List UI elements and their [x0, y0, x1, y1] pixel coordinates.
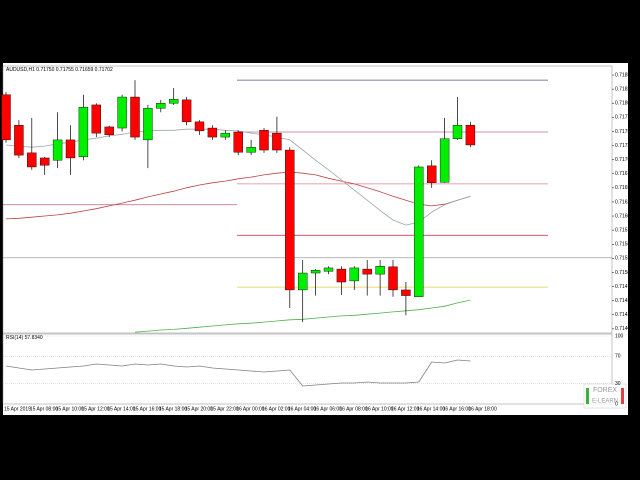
- x-tick-label: 16 Apr 00:00: [236, 406, 265, 412]
- candle-body: [65, 139, 76, 159]
- candle-body: [1, 94, 11, 141]
- x-tick-label: 15 Apr 2019: [4, 406, 31, 412]
- candle-body: [52, 139, 63, 161]
- candle-body: [259, 130, 269, 151]
- x-tick-label: 16 Apr 16:00: [443, 406, 472, 412]
- candle-body: [336, 268, 347, 283]
- x-tick-label: 16 Apr 14:00: [417, 406, 446, 412]
- candle-body: [27, 152, 37, 168]
- candle-body: [388, 266, 398, 291]
- y-tick-label: 0: [615, 401, 618, 407]
- y-tick-label: 30: [615, 381, 621, 387]
- x-tick-label: 15 Apr 10:00: [56, 406, 85, 412]
- plot: 0.71850 0.71825 0.71800 0.71775 0.71750 0.717…: [1, 72, 633, 412]
- candle-body: [104, 126, 114, 136]
- x-tick-label: 15 Apr 20:00: [185, 406, 214, 412]
- y-tick-label: 0.71425: [615, 312, 633, 318]
- candle-body: [117, 96, 127, 129]
- candle-body: [272, 132, 282, 151]
- candle-body: [298, 272, 308, 291]
- y-tick-label: 0.71750: [615, 129, 633, 135]
- x-tick-label: 15 Apr 18:00: [159, 406, 188, 412]
- x-tick-label: 15 Apr 22:00: [210, 406, 239, 412]
- candle-body: [375, 266, 385, 275]
- y-tick-label: 0.71400: [615, 326, 633, 332]
- y-tick-label: 0.71825: [615, 86, 633, 92]
- candle-body: [452, 125, 463, 139]
- candle-body: [168, 99, 179, 104]
- candle-body: [285, 149, 295, 291]
- candle-body: [349, 267, 359, 282]
- candle-body: [40, 157, 50, 166]
- candle-body: [323, 267, 334, 272]
- y-tick-label: 0.71775: [615, 115, 633, 121]
- candle-body: [362, 268, 372, 275]
- x-tick-label: 16 Apr 18:00: [468, 406, 497, 412]
- candle-body: [246, 147, 256, 153]
- x-tick-label: 16 Apr 10:00: [365, 406, 394, 412]
- logo-text: FOREX: [593, 387, 617, 394]
- y-tick-label: 0.71500: [615, 270, 633, 276]
- y-tick-label: 0.71450: [615, 298, 633, 304]
- y-tick-label: 0.71525: [615, 256, 633, 262]
- candle-body: [439, 138, 450, 183]
- y-tick-label: 0.71650: [615, 185, 633, 191]
- y-tick-label: 0.71800: [615, 101, 633, 107]
- indicator-line: [5, 171, 471, 220]
- y-tick-label: 0.71725: [615, 143, 633, 149]
- main-pane: [2, 65, 613, 334]
- x-tick-label: 16 Apr 04:00: [288, 406, 317, 412]
- candle-body: [401, 289, 411, 296]
- y-tick-label: 0.71550: [615, 242, 633, 248]
- candle-body: [14, 125, 24, 156]
- y-tick-label: 0.71675: [615, 171, 633, 177]
- y-tick-label: 0.71600: [615, 213, 633, 219]
- candle-body: [207, 127, 218, 138]
- x-tick-label: 15 Apr 16:00: [133, 406, 162, 412]
- x-tick-label: 15 Apr 08:00: [30, 406, 59, 412]
- candle-body: [465, 125, 476, 146]
- logo-bar: [621, 388, 624, 404]
- candle-body: [143, 108, 153, 141]
- candle-body: [220, 132, 231, 138]
- y-tick-label: 0.71700: [615, 157, 633, 163]
- indicator-line: [5, 359, 471, 387]
- logo-bar: [586, 388, 589, 404]
- logo: FOREX E-LEARN: [583, 383, 627, 409]
- x-tick-label: 16 Apr 08:00: [339, 406, 368, 412]
- candle-body: [181, 99, 192, 123]
- y-tick-label: 70: [615, 354, 621, 360]
- candle-body: [427, 165, 437, 183]
- y-tick-label: 0.71625: [615, 199, 633, 205]
- candle-body: [78, 106, 89, 158]
- y-tick-label: 0.71575: [615, 227, 633, 233]
- chart-title: AUDUSD,H1 0.71750 0.71755 0.71659 0.7170…: [6, 67, 113, 73]
- y-tick-label: 0.71850: [615, 72, 633, 78]
- y-tick-label: 100: [615, 333, 624, 339]
- candle-body: [310, 269, 321, 274]
- x-tick-label: 15 Apr 14:00: [107, 406, 136, 412]
- candle-body: [130, 96, 140, 138]
- x-tick-label: 15 Apr 12:00: [81, 406, 110, 412]
- indicator-title: RSI(14) 57.8340: [6, 335, 43, 341]
- x-tick-label: 16 Apr 12:00: [391, 406, 420, 412]
- candle-body: [414, 166, 424, 297]
- x-tick-label: 16 Apr 06:00: [314, 406, 343, 412]
- logo-text: E-LEARN: [592, 399, 618, 405]
- candle-body: [156, 103, 166, 109]
- candle-body: [91, 104, 102, 134]
- candle-body: [194, 121, 205, 132]
- y-tick-label: 0.71475: [615, 284, 633, 290]
- candle-body: [233, 131, 243, 153]
- x-tick-label: 16 Apr 02:00: [262, 406, 291, 412]
